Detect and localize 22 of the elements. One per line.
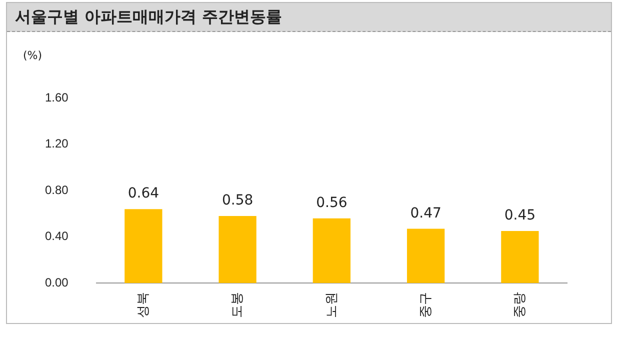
- bar: [218, 216, 256, 283]
- x-tick-label: 중구: [417, 292, 432, 318]
- y-tick-label: 0.80: [44, 182, 69, 197]
- x-tick-label: 성북: [135, 292, 150, 318]
- chart-title: 서울구별 아파트매매가격 주간변동률: [7, 3, 611, 32]
- data-label: 0.45: [504, 208, 536, 224]
- y-tick-label: 1.20: [44, 136, 69, 151]
- data-label: 0.64: [128, 186, 160, 202]
- bar: [312, 218, 351, 283]
- x-tick-label: 중랑: [512, 292, 527, 318]
- data-label: 0.47: [410, 205, 442, 222]
- bar: [501, 231, 539, 283]
- y-axis-title: (%): [23, 49, 42, 62]
- bar: [124, 209, 162, 283]
- x-tick-label: 노원: [323, 292, 338, 318]
- data-label: 0.56: [316, 194, 348, 211]
- x-tick-label: 도봉: [229, 292, 244, 318]
- y-tick-label: 0.00: [44, 275, 69, 290]
- y-tick-label: 1.60: [44, 90, 69, 105]
- y-tick-label: 0.40: [44, 229, 69, 244]
- data-label: 0.58: [222, 192, 254, 209]
- bar: [406, 228, 445, 283]
